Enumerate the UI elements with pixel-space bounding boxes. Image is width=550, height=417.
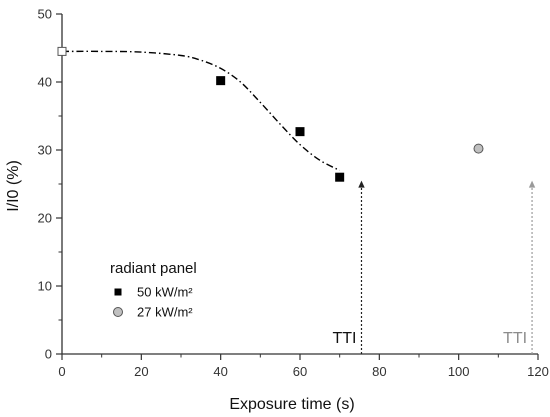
legend-label-1: 50 kW/m² xyxy=(137,285,193,300)
legend-label-2: 27 kW/m² xyxy=(137,305,193,320)
y-tick-label-40: 40 xyxy=(38,75,52,90)
x-tick-label-80: 80 xyxy=(372,364,386,379)
series-1-point-2 xyxy=(216,76,226,86)
x-tick-label-0: 0 xyxy=(58,364,65,379)
legend-title: radiant panel xyxy=(110,260,197,277)
y-tick-label-10: 10 xyxy=(38,279,52,294)
series-1-point-1 xyxy=(57,46,67,56)
series-2-point-1 xyxy=(473,143,484,154)
legend-marker-2 xyxy=(113,307,123,317)
tti-label-1: TTI xyxy=(332,330,356,347)
y-tick-label-30: 30 xyxy=(38,143,52,158)
tti-arrow-head-1 xyxy=(358,180,365,188)
y-tick-label-0: 0 xyxy=(45,347,52,362)
x-tick-label-100: 100 xyxy=(448,364,470,379)
series-1-point-4 xyxy=(335,172,345,182)
y-axis-title: I/I0 (%) xyxy=(5,160,22,212)
y-tick-label-20: 20 xyxy=(38,211,52,226)
x-tick-label-60: 60 xyxy=(293,364,307,379)
y-tick-label-50: 50 xyxy=(38,7,52,22)
tti-label-2: TTI xyxy=(503,330,527,347)
legend-marker-1 xyxy=(114,288,122,296)
tti-arrow-head-2 xyxy=(528,180,536,188)
series-1-point-3 xyxy=(295,127,305,137)
x-tick-label-40: 40 xyxy=(213,364,227,379)
x-tick-label-120: 120 xyxy=(527,364,549,379)
x-axis-title: Exposure time (s) xyxy=(229,396,354,413)
fit-curve xyxy=(61,50,341,172)
x-tick-label-20: 20 xyxy=(134,364,148,379)
